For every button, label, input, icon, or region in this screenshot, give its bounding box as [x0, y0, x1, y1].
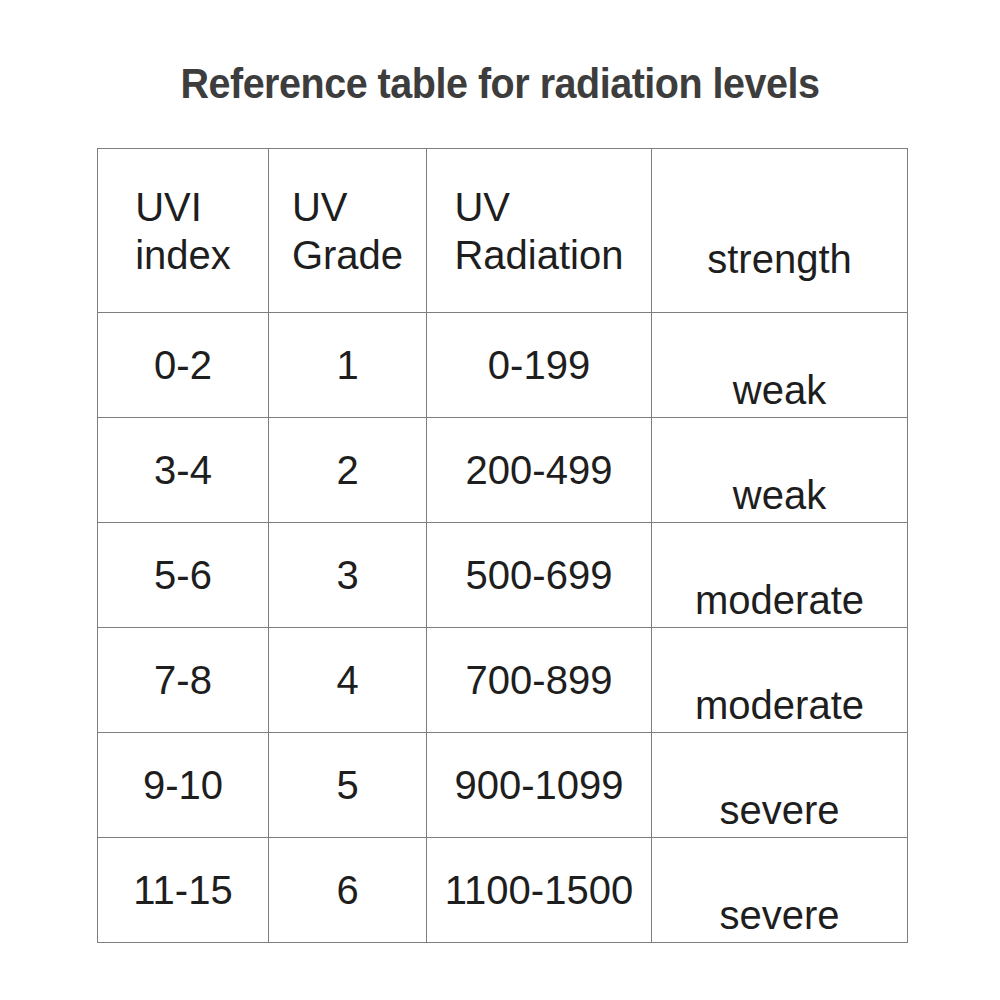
table-row: 0-2 1 0-199 weak [98, 313, 908, 418]
cell-uvi-index: 3-4 [98, 418, 269, 523]
cell-uv-radiation: 500-699 [427, 523, 652, 628]
cell-uv-radiation: 900-1099 [427, 733, 652, 838]
cell-uv-radiation: 200-499 [427, 418, 652, 523]
header-uvi-index-label: UVI index [135, 183, 231, 279]
cell-uv-grade: 4 [269, 628, 427, 733]
cell-uvi-index: 5-6 [98, 523, 269, 628]
header-uv-grade: UV Grade [269, 149, 427, 313]
cell-uvi-index: 0-2 [98, 313, 269, 418]
table-header: UVI index UV Grade UV Radiation strength [98, 149, 908, 313]
header-uvi-index: UVI index [98, 149, 269, 313]
cell-strength: severe [652, 838, 908, 943]
cell-uv-radiation: 1100-1500 [427, 838, 652, 943]
table-row: 3-4 2 200-499 weak [98, 418, 908, 523]
header-strength: strength [652, 149, 908, 313]
cell-uv-radiation: 0-199 [427, 313, 652, 418]
table-row: 9-10 5 900-1099 severe [98, 733, 908, 838]
cell-uv-grade: 5 [269, 733, 427, 838]
cell-strength: moderate [652, 628, 908, 733]
cell-uvi-index: 11-15 [98, 838, 269, 943]
cell-strength: moderate [652, 523, 908, 628]
cell-uv-grade: 6 [269, 838, 427, 943]
cell-uv-grade: 3 [269, 523, 427, 628]
cell-strength: weak [652, 313, 908, 418]
header-uv-grade-label: UV Grade [292, 183, 403, 279]
page-title: Reference table for radiation levels [30, 60, 970, 108]
header-uv-radiation: UV Radiation [427, 149, 652, 313]
table-row: 5-6 3 500-699 moderate [98, 523, 908, 628]
cell-uv-radiation: 700-899 [427, 628, 652, 733]
header-row: UVI index UV Grade UV Radiation strength [98, 149, 908, 313]
table-row: 7-8 4 700-899 moderate [98, 628, 908, 733]
radiation-reference-table: UVI index UV Grade UV Radiation strength… [97, 148, 908, 943]
table-body: 0-2 1 0-199 weak 3-4 2 200-499 weak 5-6 … [98, 313, 908, 943]
cell-uvi-index: 7-8 [98, 628, 269, 733]
cell-uvi-index: 9-10 [98, 733, 269, 838]
cell-strength: weak [652, 418, 908, 523]
header-uv-radiation-label: UV Radiation [454, 183, 623, 279]
cell-strength: severe [652, 733, 908, 838]
table-row: 11-15 6 1100-1500 severe [98, 838, 908, 943]
cell-uv-grade: 1 [269, 313, 427, 418]
cell-uv-grade: 2 [269, 418, 427, 523]
